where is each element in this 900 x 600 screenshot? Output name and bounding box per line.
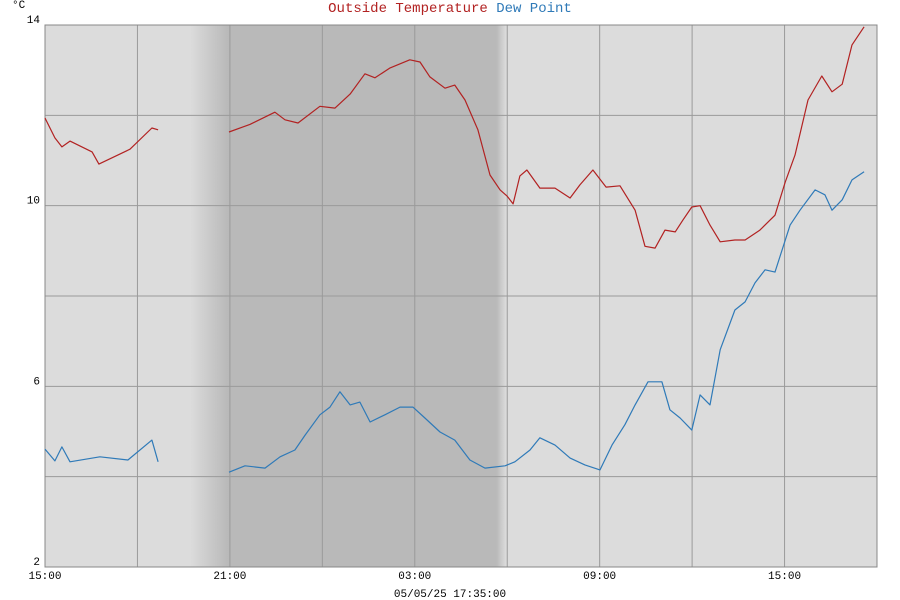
x-tick-label: 09:00 (583, 571, 616, 583)
chart-title: Outside Temperature Dew Point (328, 1, 572, 17)
series-line (44, 26, 865, 249)
y-tick-label: 10 (27, 196, 40, 208)
unit-label: °C (12, 0, 26, 12)
x-tick-label: 15:00 (768, 571, 801, 583)
footer-timestamp: 05/05/25 17:35:00 (394, 589, 506, 600)
y-tick-label: 14 (27, 15, 41, 27)
plot-frame (44, 24, 878, 568)
y-tick-label: 2 (33, 557, 40, 569)
x-tick-label: 15:00 (28, 571, 61, 583)
legend-entry: Outside Temperature (328, 1, 488, 17)
x-tick-label: 03:00 (398, 571, 431, 583)
series-line (44, 171, 865, 473)
legend-entry: Dew Point (496, 1, 572, 17)
x-tick-label: 21:00 (213, 571, 246, 583)
y-tick-label: 6 (33, 376, 40, 388)
